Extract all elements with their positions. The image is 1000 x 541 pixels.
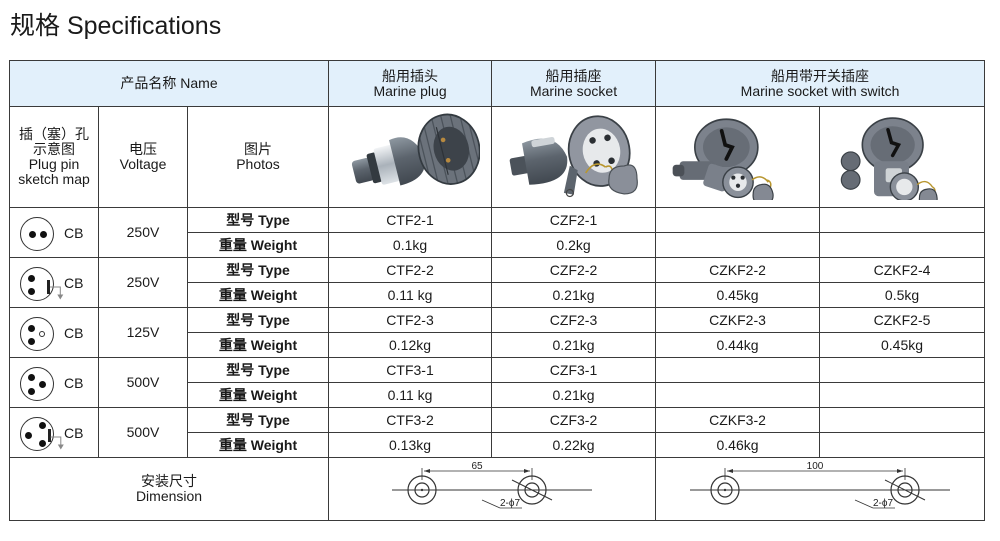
svg-text:65: 65: [471, 461, 483, 472]
svg-text:100: 100: [807, 461, 824, 472]
svg-text:2-ϕ7: 2-ϕ7: [500, 498, 520, 509]
svg-text:2-ϕ7: 2-ϕ7: [873, 498, 893, 509]
